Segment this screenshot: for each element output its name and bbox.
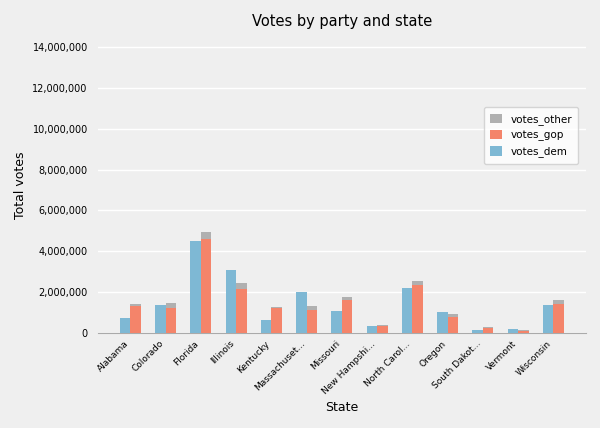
Bar	[472, 330, 483, 333]
Bar	[518, 331, 529, 333]
Bar	[448, 317, 458, 333]
Bar	[226, 270, 236, 333]
Bar	[448, 314, 458, 317]
Bar	[307, 310, 317, 333]
Bar	[483, 328, 493, 333]
Bar	[483, 327, 493, 328]
Bar	[271, 306, 282, 308]
Bar	[553, 300, 564, 304]
Bar	[342, 297, 352, 300]
Bar	[271, 308, 282, 333]
Bar	[412, 281, 423, 285]
Bar	[367, 326, 377, 333]
Bar	[130, 306, 141, 333]
Y-axis label: Total votes: Total votes	[14, 151, 27, 219]
Bar	[543, 305, 553, 333]
Bar	[437, 312, 448, 333]
X-axis label: State: State	[325, 401, 358, 414]
Bar	[412, 285, 423, 333]
Bar	[166, 303, 176, 308]
Bar	[342, 300, 352, 333]
Bar	[377, 325, 388, 326]
Bar	[236, 283, 247, 289]
Bar	[190, 241, 201, 333]
Bar	[120, 318, 130, 333]
Bar	[508, 329, 518, 333]
Bar	[155, 306, 166, 333]
Bar	[201, 238, 211, 333]
Bar	[377, 326, 388, 333]
Bar	[518, 330, 529, 331]
Bar	[296, 292, 307, 333]
Bar	[201, 232, 211, 238]
Bar	[553, 304, 564, 333]
Bar	[402, 288, 412, 333]
Bar	[130, 304, 141, 306]
Bar	[261, 320, 271, 333]
Bar	[331, 311, 342, 333]
Title: Votes by party and state: Votes by party and state	[252, 14, 432, 29]
Legend: votes_other, votes_gop, votes_dem: votes_other, votes_gop, votes_dem	[484, 107, 578, 163]
Bar	[236, 289, 247, 333]
Bar	[166, 308, 176, 333]
Bar	[307, 306, 317, 310]
